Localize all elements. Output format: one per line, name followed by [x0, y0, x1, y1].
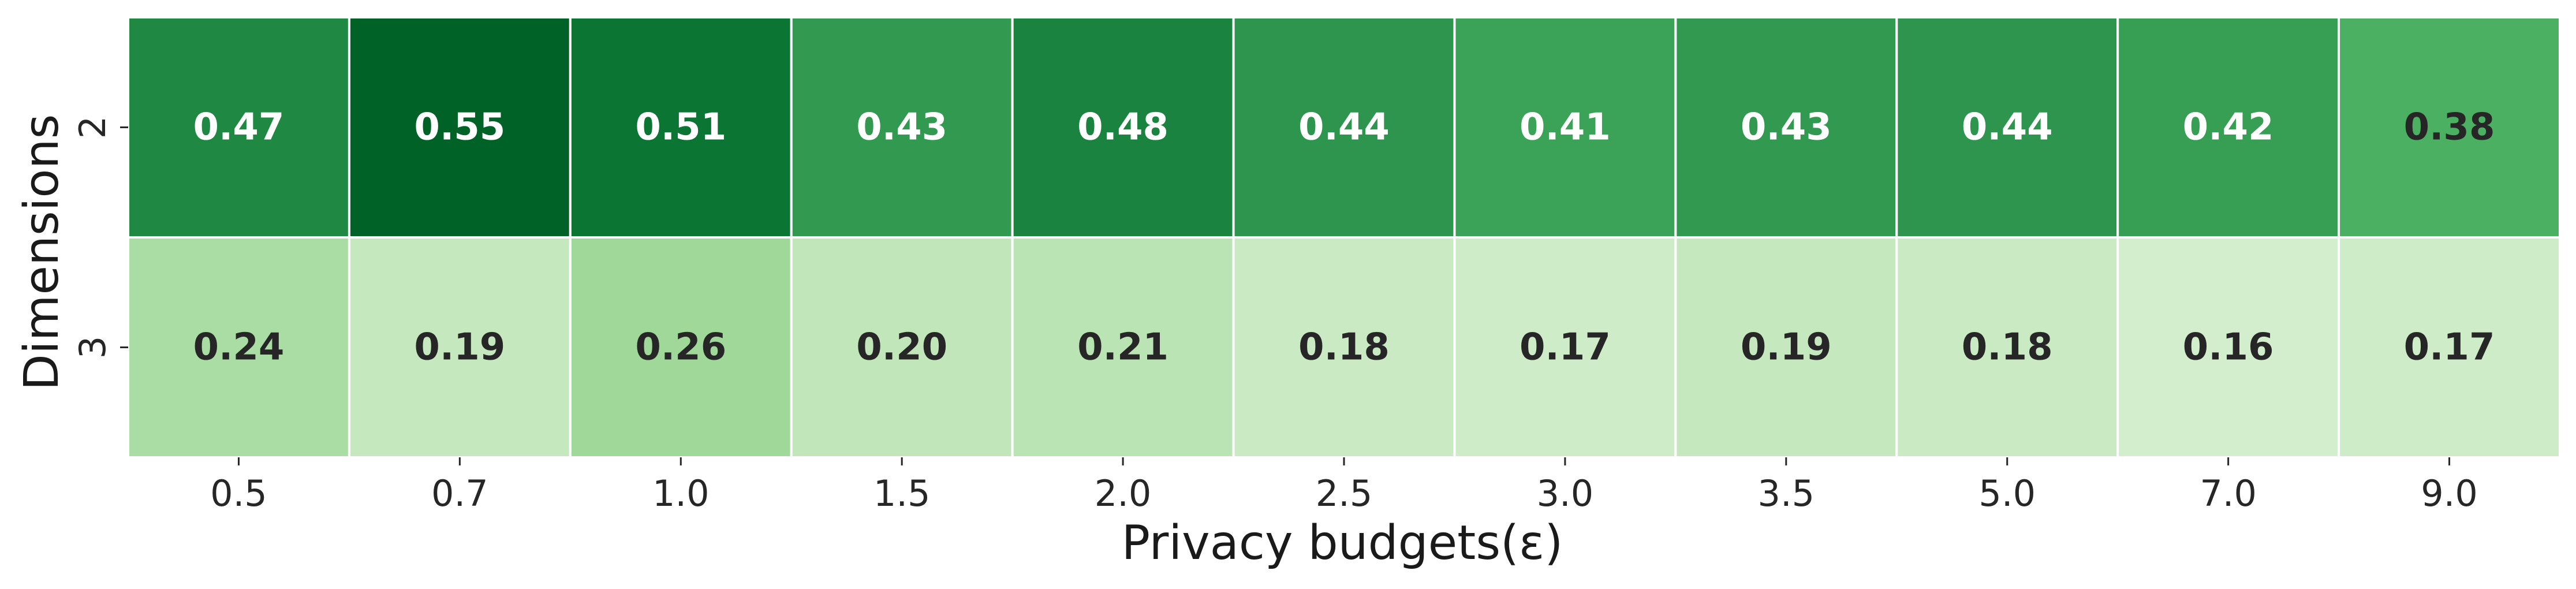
heatmap-cell-2-3.5	[1674, 16, 1898, 238]
heatmap-cell-2-1.0	[569, 16, 793, 238]
heatmap-cell-3-5.0	[1895, 236, 2119, 458]
heatmap-cells	[127, 16, 2561, 458]
cell-value-label: 0.51	[635, 106, 726, 149]
heatmap-cell-3-0.5	[127, 236, 350, 458]
cell-value-label: 0.55	[414, 106, 505, 149]
cell-value-label: 0.44	[1298, 106, 1390, 149]
cell-value-label: 0.18	[1298, 326, 1390, 369]
heatmap-cell-3-9.0	[2338, 236, 2561, 458]
heatmap-cell-2-9.0	[2338, 16, 2561, 238]
heatmap-cell-3-2.5	[1232, 236, 1456, 458]
heatmap-cell-3-7.0	[2116, 236, 2340, 458]
x-tick-label: 7.0	[2200, 472, 2257, 515]
heatmap-cell-3-1.5	[790, 236, 1014, 458]
heatmap-cell-2-2.5	[1232, 16, 1456, 238]
x-axis-ticks: 0.5 0.7 1.0 1.5 2.0 2.5 3.0 3.5 5.0 7.0 9.0	[210, 457, 2478, 515]
x-tick-label: 1.5	[873, 472, 931, 515]
heatmap-cell-3-1.0	[569, 236, 793, 458]
heatmap-cell-3-2.0	[1011, 236, 1235, 458]
cell-value-label: 0.43	[1741, 106, 1832, 149]
heatmap-cell-3-3.0	[1453, 236, 1677, 458]
cell-value-label: 0.26	[635, 326, 726, 369]
heatmap-cell-2-0.5	[127, 16, 350, 238]
y-tick-label: 2	[72, 116, 114, 139]
x-tick-label: 3.0	[1537, 472, 1594, 515]
cell-value-label: 0.19	[1741, 326, 1832, 369]
cell-value-label: 0.24	[193, 326, 285, 369]
heatmap-cell-2-2.0	[1011, 16, 1235, 238]
x-tick-label: 3.5	[1758, 472, 1815, 515]
cell-value-label: 0.47	[193, 106, 285, 149]
x-axis-label: Privacy budgets(ε)	[1122, 516, 1563, 571]
cell-value-label: 0.44	[1962, 106, 2053, 149]
heatmap-cell-2-7.0	[2116, 16, 2340, 238]
cell-value-label: 0.43	[856, 106, 947, 149]
heatmap-cell-3-0.7	[348, 236, 572, 458]
x-tick-label: 9.0	[2421, 472, 2478, 515]
heatmap-cell-labels: 0.47 0.55 0.51 0.43 0.48 0.44 0.41 0.43 0.44 0.42…	[193, 106, 2495, 369]
heatmap-cell-2-1.5	[790, 16, 1014, 238]
cell-value-label: 0.19	[414, 326, 505, 369]
cell-value-label: 0.21	[1077, 326, 1168, 369]
cell-value-label: 0.16	[2183, 326, 2274, 369]
cell-value-label: 0.20	[856, 326, 947, 369]
cell-value-label: 0.41	[1520, 106, 1611, 149]
x-tick-label: 0.7	[431, 472, 488, 515]
cell-value-label: 0.48	[1077, 106, 1168, 149]
y-axis-label: Dimensions	[14, 114, 69, 391]
x-tick-label: 5.0	[1978, 472, 2036, 515]
x-tick-label: 1.0	[652, 472, 710, 515]
cell-value-label: 0.42	[2183, 106, 2274, 149]
cell-value-label: 0.38	[2404, 106, 2495, 149]
cell-value-label: 0.17	[2404, 326, 2495, 369]
cell-value-label: 0.18	[1962, 326, 2053, 369]
y-axis-ticks: 23	[72, 116, 128, 359]
y-tick-label: 3	[72, 336, 114, 359]
cell-value-label: 0.17	[1520, 326, 1611, 369]
x-tick-label: 2.5	[1316, 472, 1373, 515]
x-tick-label: 0.5	[210, 472, 267, 515]
x-tick-label: 2.0	[1095, 472, 1152, 515]
heatmap-cell-3-3.5	[1674, 236, 1898, 458]
heatmap-cell-2-0.7	[348, 16, 572, 238]
